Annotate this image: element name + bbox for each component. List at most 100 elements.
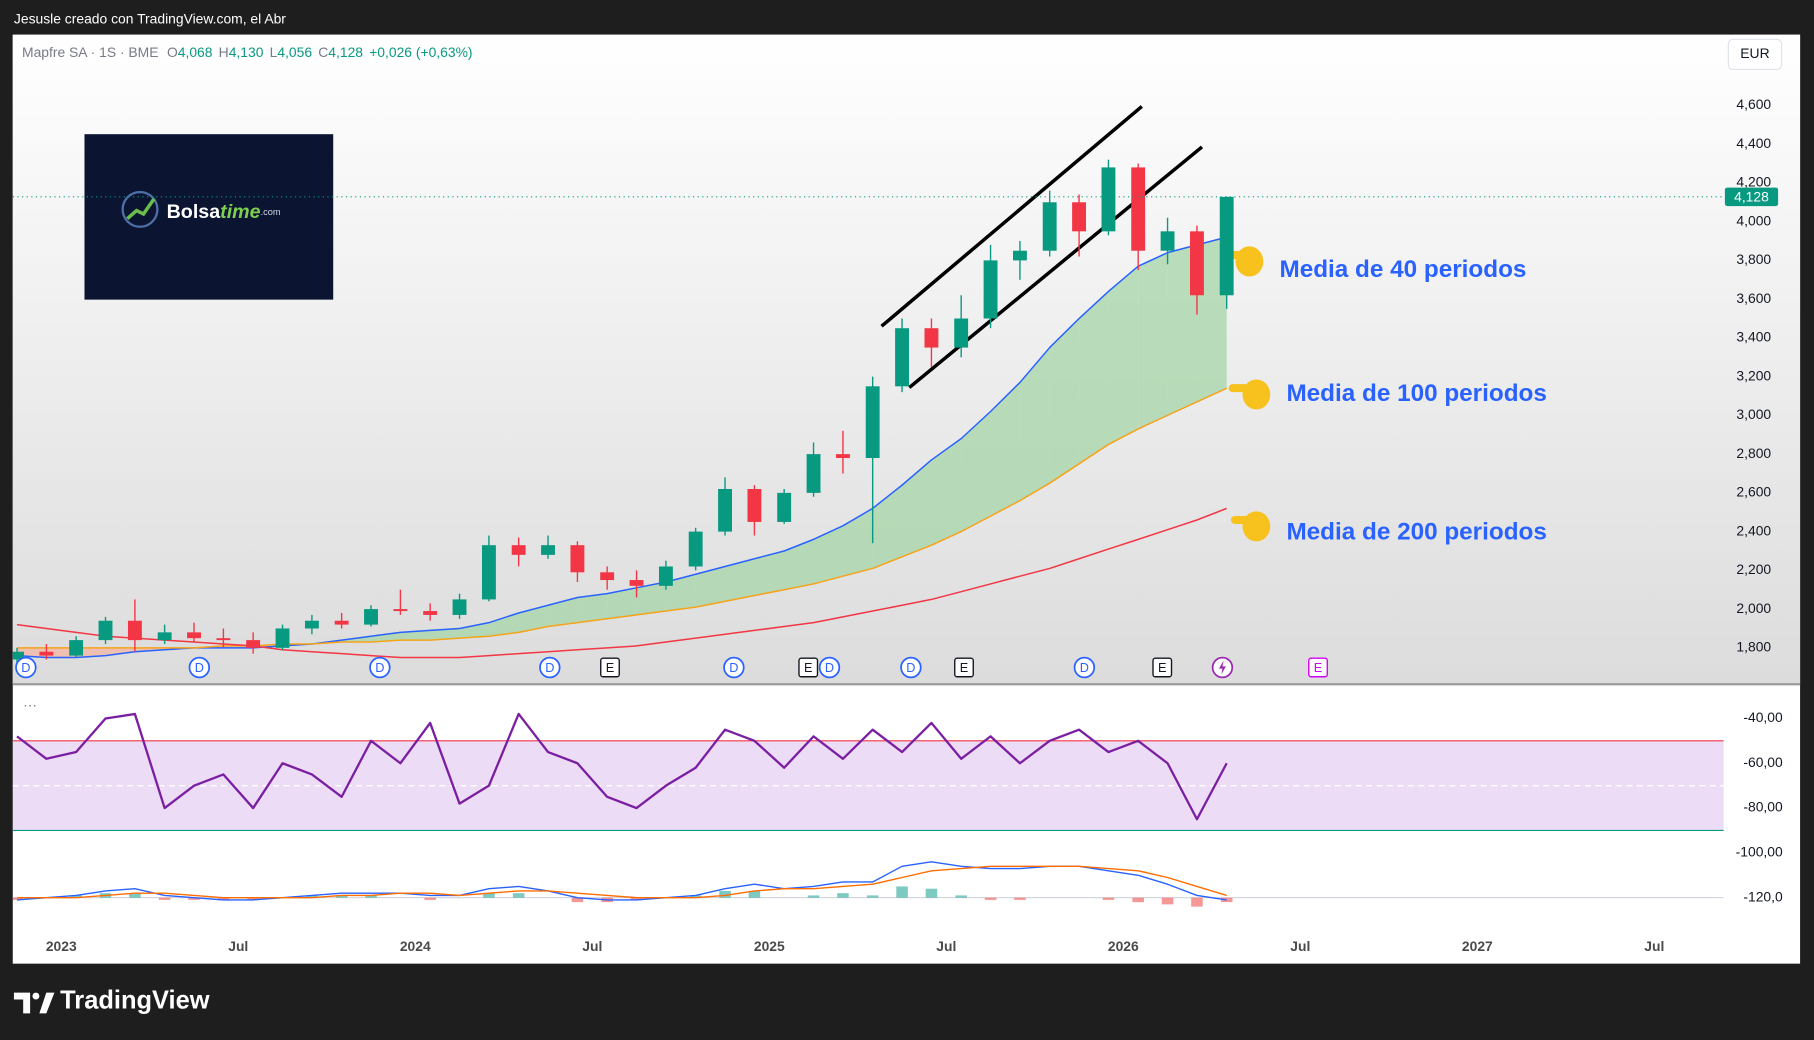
event-marker [723, 656, 745, 679]
event-label: D [1080, 660, 1089, 675]
histogram-bar [306, 895, 318, 898]
event-marker [1073, 656, 1096, 679]
histogram-bar [188, 897, 200, 900]
histogram-bar [748, 890, 761, 898]
moving-average [17, 387, 1228, 649]
ma-fill [990, 382, 1020, 517]
y-tick-label: 2,400 [1736, 522, 1771, 538]
brand: TradingView [60, 987, 210, 1015]
trendline [880, 105, 1143, 328]
candle-body [1219, 196, 1234, 296]
y-tick-label: 4,200 [1736, 174, 1771, 190]
candle-body [452, 599, 467, 615]
event-label: D [21, 660, 30, 675]
y-tick-label: -40,00 [1743, 709, 1783, 725]
candle-body [924, 328, 939, 348]
y-tick-label: 4,600 [1736, 96, 1771, 112]
candle-body [275, 628, 290, 648]
histogram-bar [719, 890, 731, 898]
ma-fill [1167, 244, 1197, 416]
histogram-bar [630, 897, 643, 900]
y-tick-label: 1,800 [1736, 639, 1771, 655]
event-marker [798, 657, 819, 678]
moving-average [16, 236, 1227, 659]
event-marker [369, 656, 391, 679]
event-marker [600, 657, 620, 678]
ma-fill [1079, 291, 1109, 464]
logo-text: Bolsatime.com [167, 201, 281, 223]
event-label: D [375, 660, 384, 675]
histogram-bar [335, 895, 348, 898]
histogram-bar [689, 895, 702, 898]
ohlc-value: 4,128 [328, 44, 363, 60]
y-tick-label: -60,00 [1743, 754, 1783, 770]
candle-body [1013, 250, 1027, 261]
event-label: D [906, 660, 915, 675]
ma-fill [46, 647, 77, 658]
ma-fill [371, 632, 401, 643]
candle-body [1101, 167, 1116, 232]
logo-accent: time [220, 201, 260, 223]
ma-fill [813, 525, 843, 584]
candle-body [157, 632, 172, 641]
candle-body [127, 620, 142, 641]
event-label: E [1158, 660, 1166, 675]
indicator-plot [12, 712, 1724, 907]
candle-body [1160, 231, 1175, 251]
event-label: D [195, 660, 204, 675]
candle-body [216, 638, 231, 641]
candle-body [983, 260, 998, 319]
x-tick-label: 2026 [1108, 938, 1139, 954]
histogram-bar [807, 895, 820, 898]
event-marker [1308, 657, 1328, 678]
candle-body [98, 620, 113, 641]
event-marker [15, 656, 37, 679]
y-tick-label: 2,600 [1736, 484, 1771, 500]
ma-fill [1138, 252, 1168, 429]
candle-body [747, 488, 762, 522]
currency-button[interactable] [1727, 38, 1783, 70]
event-icon [1218, 660, 1226, 675]
logo-icon [121, 190, 159, 228]
event-label: E [606, 660, 614, 675]
candle-body [541, 545, 555, 555]
logo-arrow [126, 197, 156, 220]
ohlc-value: 4,056 [277, 44, 312, 60]
y-tick-label: -80,00 [1743, 799, 1783, 815]
candle-body [481, 545, 496, 600]
credit: Jesusle creado con TradingView.com, el A… [14, 10, 286, 26]
x-tick-label: Jul [582, 938, 602, 954]
candle-body [1042, 202, 1057, 251]
histogram-bar [984, 897, 997, 900]
y-tick-label: 2,800 [1736, 445, 1771, 461]
candle-body [423, 611, 438, 615]
macd-line [17, 865, 1227, 899]
y-tick-label: 2,000 [1736, 600, 1771, 616]
histogram-bar [365, 895, 377, 898]
candle-body [1072, 202, 1087, 232]
series-annotation: Media de 40 periodos [1280, 256, 1527, 283]
histogram-bar [217, 897, 230, 900]
candle-body [658, 566, 673, 586]
ma-fill [518, 605, 549, 633]
ma-fill [1049, 318, 1080, 484]
histogram-bar [247, 897, 259, 900]
collapsed-legend[interactable]: ··· [23, 696, 37, 712]
logo-suffix: .com [261, 207, 281, 217]
ma-fill [488, 612, 519, 637]
event-label: E [804, 660, 812, 675]
ma-fill [400, 630, 431, 641]
hand [1228, 379, 1271, 410]
event-marker [818, 656, 841, 679]
ma-fill [961, 411, 991, 532]
ma-fill [430, 628, 460, 641]
ohlc-value: 4,068 [178, 44, 213, 60]
x-tick-label: 2025 [754, 938, 785, 954]
ma-fill [754, 550, 785, 596]
ma-fill [842, 508, 873, 577]
candle-body [688, 531, 703, 567]
candle-body [39, 651, 54, 656]
candle-body [187, 632, 201, 639]
